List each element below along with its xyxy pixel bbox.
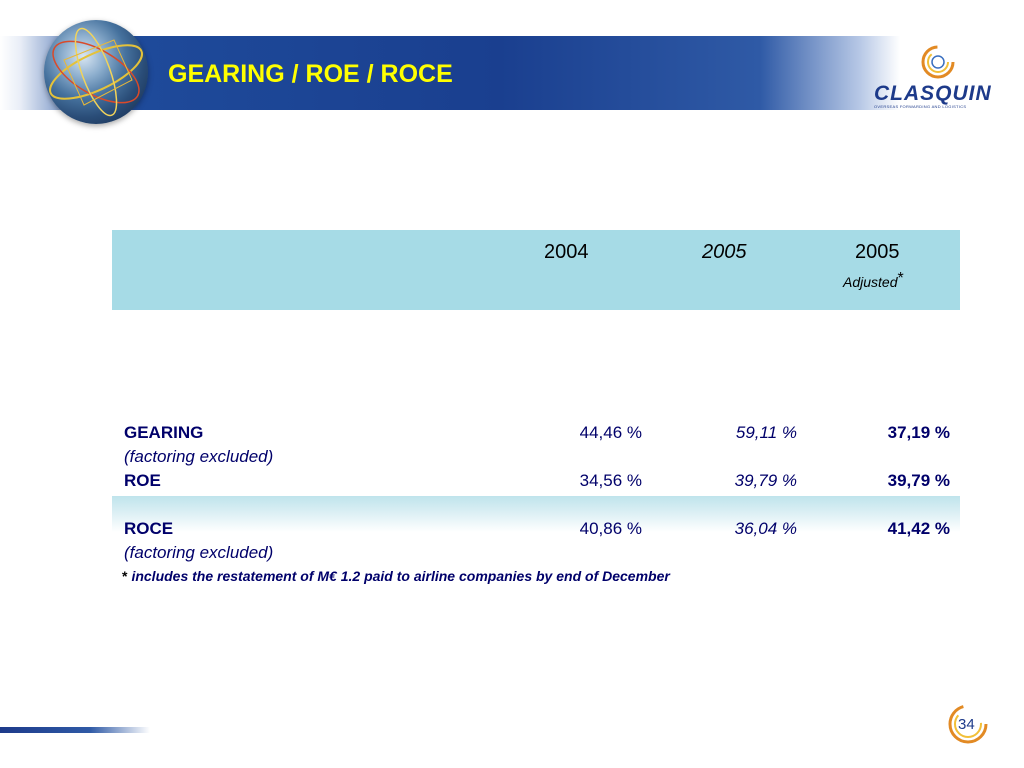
row-label-roe: ROE xyxy=(124,471,161,490)
footnote: * includes the restatement of M€ 1.2 paid… xyxy=(122,568,670,584)
table-body: GEARING (factoring excluded) 44,46 % 59,… xyxy=(112,310,960,562)
cell-roe-2005: 39,79 % xyxy=(734,471,797,490)
column-header-2005-adjusted: 2005 xyxy=(855,241,900,263)
row-label-gearing: GEARING xyxy=(124,423,204,442)
header-banner xyxy=(0,36,1024,110)
cell-roce-2005: 36,04 % xyxy=(734,519,797,538)
cell-roce-2004: 40,86 % xyxy=(579,519,642,538)
footer-rule xyxy=(0,727,150,733)
cell-gearing-2005-adjusted: 37,19 % xyxy=(887,423,950,442)
row-sub-gearing: (factoring excluded) xyxy=(124,447,274,466)
table-footer-band xyxy=(112,496,960,532)
adjusted-label: Adjusted* xyxy=(843,270,904,290)
cell-roe-2005-adjusted: 39,79 % xyxy=(887,471,950,490)
cell-gearing-2004: 44,46 % xyxy=(579,423,642,442)
column-header-2004: 2004 xyxy=(544,241,589,263)
logo-tagline: OVERSEAS FORWARDING AND LOGISTICS xyxy=(874,104,967,109)
cell-roce-2005-adjusted: 41,42 % xyxy=(887,519,950,538)
ratio-table: 2004 2005 2005 Adjusted* GEARING (factor… xyxy=(112,230,960,562)
logo-swirl-icon xyxy=(921,45,955,79)
adjusted-marker: * xyxy=(897,270,904,287)
page-badge-icon xyxy=(948,704,988,744)
page-number: 34 xyxy=(958,716,975,733)
logo-wordmark: CLASQUIN xyxy=(874,82,992,105)
company-logo: CLASQUIN OVERSEAS FORWARDING AND LOGISTI… xyxy=(868,40,998,110)
column-header-2005: 2005 xyxy=(702,241,747,263)
cell-gearing-2005: 59,11 % xyxy=(735,423,797,442)
footnote-text: includes the restatement of M€ 1.2 paid … xyxy=(131,568,670,584)
table-header: 2004 2005 2005 Adjusted* xyxy=(112,230,960,310)
row-sub-roce: (factoring excluded) xyxy=(124,543,274,562)
row-label-roce: ROCE xyxy=(124,519,174,538)
footnote-marker: * xyxy=(122,568,128,584)
page-title: GEARING / ROE / ROCE xyxy=(168,60,453,88)
cell-roe-2004: 34,56 % xyxy=(579,471,642,490)
globe-icon xyxy=(44,20,148,124)
